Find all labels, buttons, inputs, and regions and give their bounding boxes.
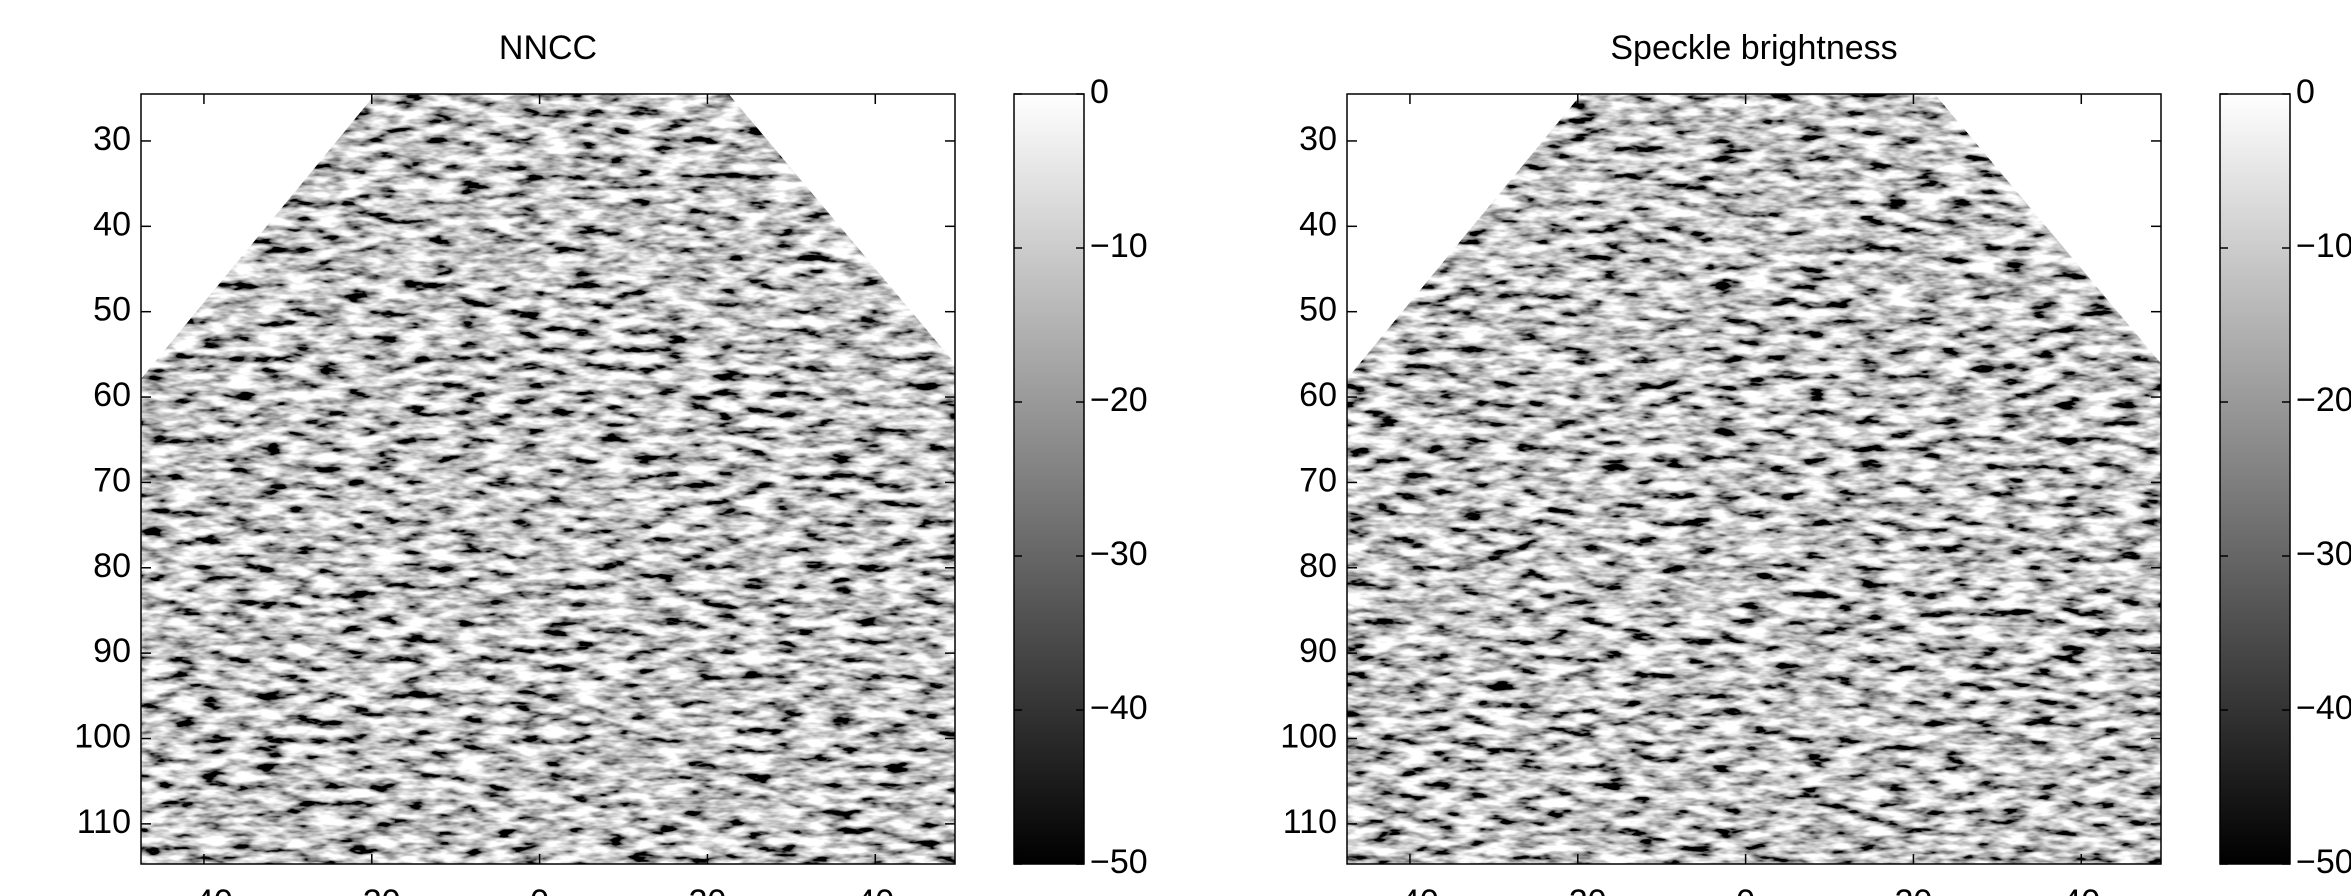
y-tick-label: 50	[1299, 291, 1337, 329]
y-tick-label: 30	[1299, 120, 1337, 158]
y-tick-label: 100	[74, 717, 131, 755]
axes-frame	[1346, 93, 2162, 865]
x-tick-label: 40	[856, 883, 894, 896]
colorbar-tick-label: −10	[1090, 227, 1148, 265]
y-tick-label: 70	[93, 461, 131, 499]
colorbar	[2219, 93, 2291, 865]
x-tick-label: −20	[343, 883, 401, 896]
y-tick-label: 110	[1283, 803, 1337, 841]
colorbar-tick-label: 0	[1090, 73, 1109, 111]
x-tick-label: −20	[1549, 883, 1607, 896]
colorbar	[1013, 93, 1085, 865]
colorbar-tick-label: 0	[2296, 73, 2315, 111]
y-tick-label: 90	[1299, 632, 1337, 670]
y-tick-label: 60	[1299, 376, 1337, 414]
y-tick-label: 80	[1299, 547, 1337, 585]
x-tick-label: 20	[689, 883, 727, 896]
x-tick-label: −40	[1381, 883, 1439, 896]
chart-title: NNCC	[499, 29, 597, 67]
y-tick-label: 40	[93, 205, 131, 243]
colorbar-tick-label: −20	[2296, 381, 2351, 419]
colorbar-tick-label: −50	[2296, 843, 2351, 881]
x-tick-label: 0	[1736, 883, 1755, 896]
speckle-image	[141, 94, 955, 864]
panel: Speckle brightness 30 40 50 60 70 80 90 100 110 −4…	[1280, 29, 2351, 896]
x-tick-label: 0	[530, 883, 549, 896]
colorbar-tick-label: −40	[2296, 689, 2351, 727]
y-tick-label: 100	[1280, 717, 1337, 755]
x-tick-label: 40	[2062, 883, 2100, 896]
x-tick-label: −40	[175, 883, 233, 896]
colorbar-tick-label: −30	[2296, 535, 2351, 573]
y-tick-label: 110	[77, 803, 131, 841]
y-tick-label: 30	[93, 120, 131, 158]
colorbar-tick-label: −30	[1090, 535, 1148, 573]
y-tick-label: 70	[1299, 461, 1337, 499]
y-tick-label: 60	[93, 376, 131, 414]
x-tick-label: 20	[1895, 883, 1933, 896]
colorbar-tick-label: −50	[1090, 843, 1148, 881]
y-tick-label: 40	[1299, 205, 1337, 243]
y-tick-label: 50	[93, 291, 131, 329]
panel: NNCC 30 40 50 60 70 80 90 100 110 −40 −20 0 20 40 0 −10 −…	[74, 29, 1147, 896]
axes-frame	[140, 93, 956, 865]
y-tick-label: 80	[93, 547, 131, 585]
colorbar-tick-label: −40	[1090, 689, 1148, 727]
colorbar-tick-label: −10	[2296, 227, 2351, 265]
chart-title: Speckle brightness	[1610, 29, 1897, 67]
speckle-image	[1347, 94, 2161, 864]
colorbar-tick-label: −20	[1090, 381, 1148, 419]
y-tick-label: 90	[93, 632, 131, 670]
